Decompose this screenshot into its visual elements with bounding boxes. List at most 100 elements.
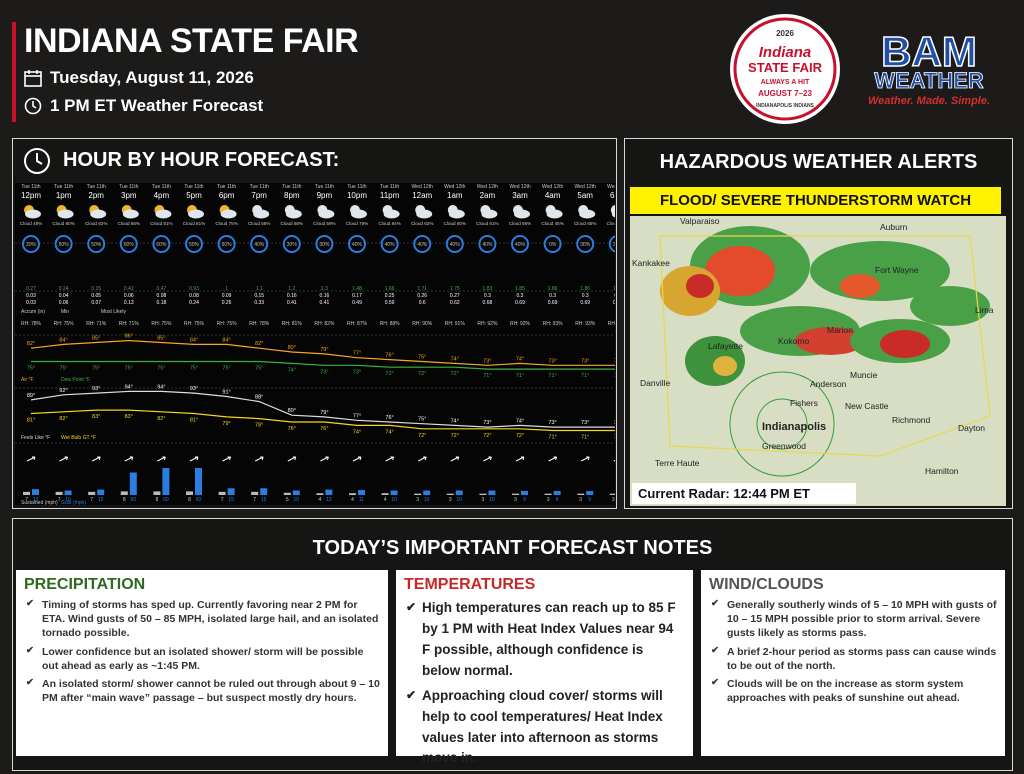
precip-chance: 40%	[515, 242, 526, 248]
accum-max: 0.24	[59, 286, 69, 292]
logo-name: STATE FAIR	[748, 60, 823, 75]
wind-bar	[88, 491, 96, 495]
wind-arrow	[287, 456, 297, 462]
wetbulb-label: 78°	[255, 423, 263, 429]
feels-label: 89°	[27, 393, 35, 399]
gust-label: 12	[98, 497, 104, 503]
wind-arrow	[222, 456, 232, 462]
feels-label: 74°	[451, 418, 459, 424]
hour-label: 3am	[512, 191, 528, 200]
gust-bar	[227, 488, 235, 495]
precip-ring	[217, 235, 236, 253]
brand-sub: WEATHER	[874, 68, 984, 93]
hour-label: 12pm	[21, 191, 41, 200]
wind-label: 5	[286, 497, 289, 503]
weather-icon	[155, 209, 172, 219]
gust-bar	[32, 489, 39, 495]
wind-arrow	[189, 456, 199, 462]
air-label: 75°	[418, 355, 426, 361]
city-label: New Castle	[845, 401, 889, 411]
day-label: Tue 11th	[152, 184, 171, 190]
feels-label: 74°	[516, 418, 524, 424]
rh-label: RH: 71%	[86, 321, 107, 327]
dew-label: 71°	[516, 373, 524, 379]
feels-label: 93°	[92, 386, 100, 392]
notes-list: High temperatures can reach up to 85 F b…	[404, 598, 685, 769]
rh-label: RH: 75%	[217, 321, 238, 327]
cloud-label: Cloud 56%	[509, 221, 531, 226]
weather-icon	[318, 209, 335, 219]
gust-label: 60	[196, 497, 202, 503]
wind-arrow	[385, 456, 395, 462]
wetbulb-label: 79°	[222, 421, 230, 427]
calendar-icon	[24, 70, 42, 87]
note-bullet: Generally southerly winds of 5 – 10 MPH …	[711, 598, 997, 641]
wetbulb-label: 76°	[320, 426, 328, 432]
weather-icon	[416, 209, 433, 219]
cloud-label: Cloud 58%	[281, 221, 303, 226]
gust-label: 15	[261, 497, 267, 503]
wind-bar	[512, 493, 519, 495]
accum-likely: 0.69	[580, 300, 590, 306]
dew-label: 75°	[125, 366, 133, 372]
air-label: 84°	[59, 337, 67, 343]
gust-bar	[195, 468, 202, 495]
gust-bar	[358, 490, 365, 495]
wind-label: 4	[384, 497, 387, 503]
cloud-label: Cloud 58%	[248, 221, 270, 226]
air-label: 82°	[255, 341, 263, 347]
accum-likely: 0.59	[385, 300, 395, 306]
accum-min: 0.3	[517, 293, 524, 299]
logo-sponsor: INDIANAPOLIS INDIANS	[756, 103, 814, 109]
weather-icon	[514, 209, 530, 219]
city-label: Dayton	[958, 423, 985, 433]
hour-label: 1am	[447, 191, 463, 200]
hour-label: 3pm	[121, 191, 137, 200]
hour-label: 4pm	[154, 191, 170, 200]
weather-icon	[611, 210, 615, 218]
note-bullet: Clouds will be on the increase as storm …	[711, 677, 997, 705]
gust-label: 50	[131, 497, 137, 503]
accum-min: 0.25	[385, 293, 395, 299]
precip-ring	[87, 235, 106, 253]
precip-chance: 40%	[385, 242, 396, 248]
city-label: Indianapolis	[762, 421, 826, 433]
air-label: 85°	[92, 336, 100, 342]
hour-label: 9pm	[317, 191, 333, 200]
dew-label: 72°	[385, 371, 393, 377]
city-label: Kokomo	[778, 336, 809, 346]
gust-bar	[423, 490, 431, 495]
wind-bar	[479, 493, 487, 495]
weather-icon	[546, 209, 563, 219]
accum-max: 0.27	[26, 286, 36, 292]
accum-min: 0.3	[614, 293, 615, 299]
day-label: Tue 11th	[282, 184, 301, 190]
dew-label: 73°	[353, 369, 361, 375]
accum-likely: 0.41	[287, 300, 297, 306]
gust-label: 10	[294, 497, 300, 503]
wetbulb-label: 72°	[451, 433, 459, 439]
wetbulb-line	[30, 409, 615, 432]
gust-bar	[129, 472, 137, 495]
day-label: Wed 12th	[412, 184, 434, 190]
wetbulb-label: 76°	[288, 426, 296, 432]
accum-max: 1.85	[515, 286, 525, 292]
rh-label: RH: 78%	[249, 321, 270, 327]
weather-icon	[579, 209, 596, 219]
dew-label: 71°	[483, 373, 491, 379]
rh-label: RH: 88%	[380, 321, 401, 327]
accum-min: 0.3	[484, 293, 491, 299]
wind-bar	[609, 493, 615, 495]
precip-chance: 40%	[482, 242, 493, 248]
gust-bar	[586, 490, 594, 495]
precip-chance: 40%	[254, 242, 265, 248]
precip-ring	[576, 235, 595, 253]
day-label: Tue 11th	[119, 184, 138, 190]
day-label: Wed 12th	[542, 184, 564, 190]
legend-label: Dew Point °F	[61, 377, 90, 383]
legend-label: Most Likely	[101, 309, 127, 315]
rh-label: RH: 93%	[575, 321, 596, 327]
city-label: Lafayette	[708, 341, 743, 351]
dew-label: 75°	[255, 366, 263, 372]
air-label: 73°	[548, 358, 556, 364]
